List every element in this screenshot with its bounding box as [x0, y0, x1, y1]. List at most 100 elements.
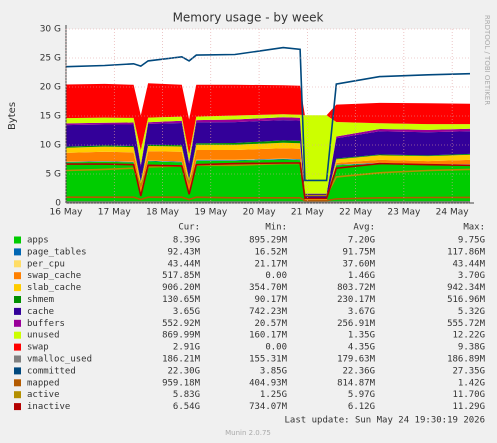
legend-swatch [14, 272, 21, 280]
footer: Munin 2.0.75 [225, 429, 271, 437]
legend-stat: 552.92M [162, 319, 201, 329]
legend-entry: slab_cache [27, 283, 81, 293]
legend-entry: unused [27, 331, 60, 341]
y-axis-label: Bytes [7, 102, 18, 130]
y-tick-label: 15 G [40, 112, 61, 122]
x-tick-label: 17 May [98, 208, 132, 218]
legend-stat: 354.70M [249, 283, 288, 293]
area [66, 148, 470, 201]
legend-stat: 3.85G [260, 366, 287, 376]
legend-stat: 0.00 [265, 271, 287, 281]
legend-stat: 27.35G [452, 366, 485, 376]
x-tick-label: 23 May [387, 208, 421, 218]
y-tick-label: 10 G [40, 141, 61, 151]
legend-stat: 6.54G [173, 402, 200, 412]
legend-header: Cur: [178, 223, 200, 233]
legend-swatch [14, 260, 21, 268]
legend-entry: swap [27, 343, 49, 353]
legend-stat: 1.46G [348, 271, 375, 281]
legend-entry: shmem [27, 295, 54, 305]
area [66, 120, 470, 199]
legend-entry: page_tables [27, 247, 87, 257]
plot [65, 46, 471, 203]
legend-stat: 814.87M [337, 378, 376, 388]
legend-stat: 186.89M [447, 355, 486, 365]
legend-stat: 734.07M [249, 402, 288, 412]
legend-stat: 0.00 [265, 343, 287, 353]
legend-entry: committed [27, 366, 76, 376]
legend-swatch [14, 284, 21, 292]
legend-swatch [14, 331, 21, 339]
area [66, 142, 470, 201]
legend-stat: 11.70G [452, 390, 485, 400]
legend-stat: 179.63M [337, 355, 376, 365]
legend-stat: 959.18M [162, 378, 201, 388]
legend-stat: 803.72M [337, 283, 376, 293]
legend-swatch [14, 367, 21, 375]
legend-stat: 5.32G [458, 307, 485, 317]
x-tick-label: 21 May [291, 208, 325, 218]
legend-stat: 404.93M [249, 378, 288, 388]
legend-entry: swap_cache [27, 271, 81, 281]
legend-stat: 11.29G [452, 402, 485, 412]
legend-stat: 90.17M [254, 295, 287, 305]
legend-stat: 21.17M [254, 259, 287, 269]
legend-stat: 186.21M [162, 355, 201, 365]
legend-stat: 555.72M [447, 319, 486, 329]
y-tick-label: 20 G [40, 83, 61, 93]
x-tick-label: 16 May [50, 208, 84, 218]
legend-swatch [14, 296, 21, 303]
legend-stat: 3.70G [458, 271, 485, 281]
legend-stat: 1.35G [348, 331, 375, 341]
y-tick-label: 30 G [40, 25, 61, 35]
legend-swatch [14, 307, 21, 315]
legend-stat: 895.29M [249, 236, 288, 246]
area [66, 83, 470, 155]
y-tick-label: 0 [55, 199, 61, 209]
legend-stat: 1.42G [458, 378, 485, 388]
legend-stat: 130.65M [162, 295, 201, 305]
legend-stat: 9.75G [458, 236, 485, 246]
legend-stat: 16.52M [254, 247, 287, 257]
legend-stat: 3.65G [173, 307, 200, 317]
line [66, 196, 471, 202]
legend-stat: 3.67G [348, 307, 375, 317]
line [65, 46, 471, 182]
area [66, 140, 470, 199]
legend-stat: 5.83G [173, 390, 200, 400]
legend-stat: 37.60M [342, 259, 375, 269]
legend-stat: 91.75M [342, 247, 375, 257]
legend-stat: 43.44M [452, 259, 485, 269]
chart-title: Memory usage - by week [173, 11, 324, 25]
x-tick-label: 19 May [194, 208, 228, 218]
legend-swatch [14, 236, 21, 244]
legend-header: Min: [265, 223, 287, 233]
legend-stat: 906.20M [162, 283, 201, 293]
legend-stat: 22.30G [167, 366, 200, 376]
legend-entry: active [27, 390, 60, 400]
legend-stat: 256.91M [337, 319, 376, 329]
x-tick-label: 22 May [339, 208, 373, 218]
area [66, 114, 470, 194]
legend-stat: 4.35G [348, 343, 375, 353]
area [66, 159, 470, 203]
x-tick-label: 20 May [243, 208, 277, 218]
legend-swatch [14, 391, 21, 399]
legend-swatch [14, 248, 21, 256]
last-update: Last update: Sun May 24 19:30:19 2026 [285, 416, 485, 426]
legend-stat: 8.39G [173, 236, 200, 246]
x-tick-label: 24 May [436, 208, 470, 218]
legend-swatch [14, 379, 21, 387]
legend-stat: 20.57M [254, 319, 287, 329]
x-tick-label: 18 May [146, 208, 180, 218]
legend-entry: vmalloc_used [27, 355, 92, 365]
legend-stat: 92.43M [167, 247, 200, 257]
legend-entry: buffers [27, 319, 65, 329]
legend-entry: cache [27, 307, 54, 317]
legend-stat: 2.91G [173, 343, 200, 353]
legend-stat: 5.97G [348, 390, 375, 400]
legend-stat: 516.96M [447, 295, 486, 305]
legend-stat: 517.85M [162, 271, 201, 281]
